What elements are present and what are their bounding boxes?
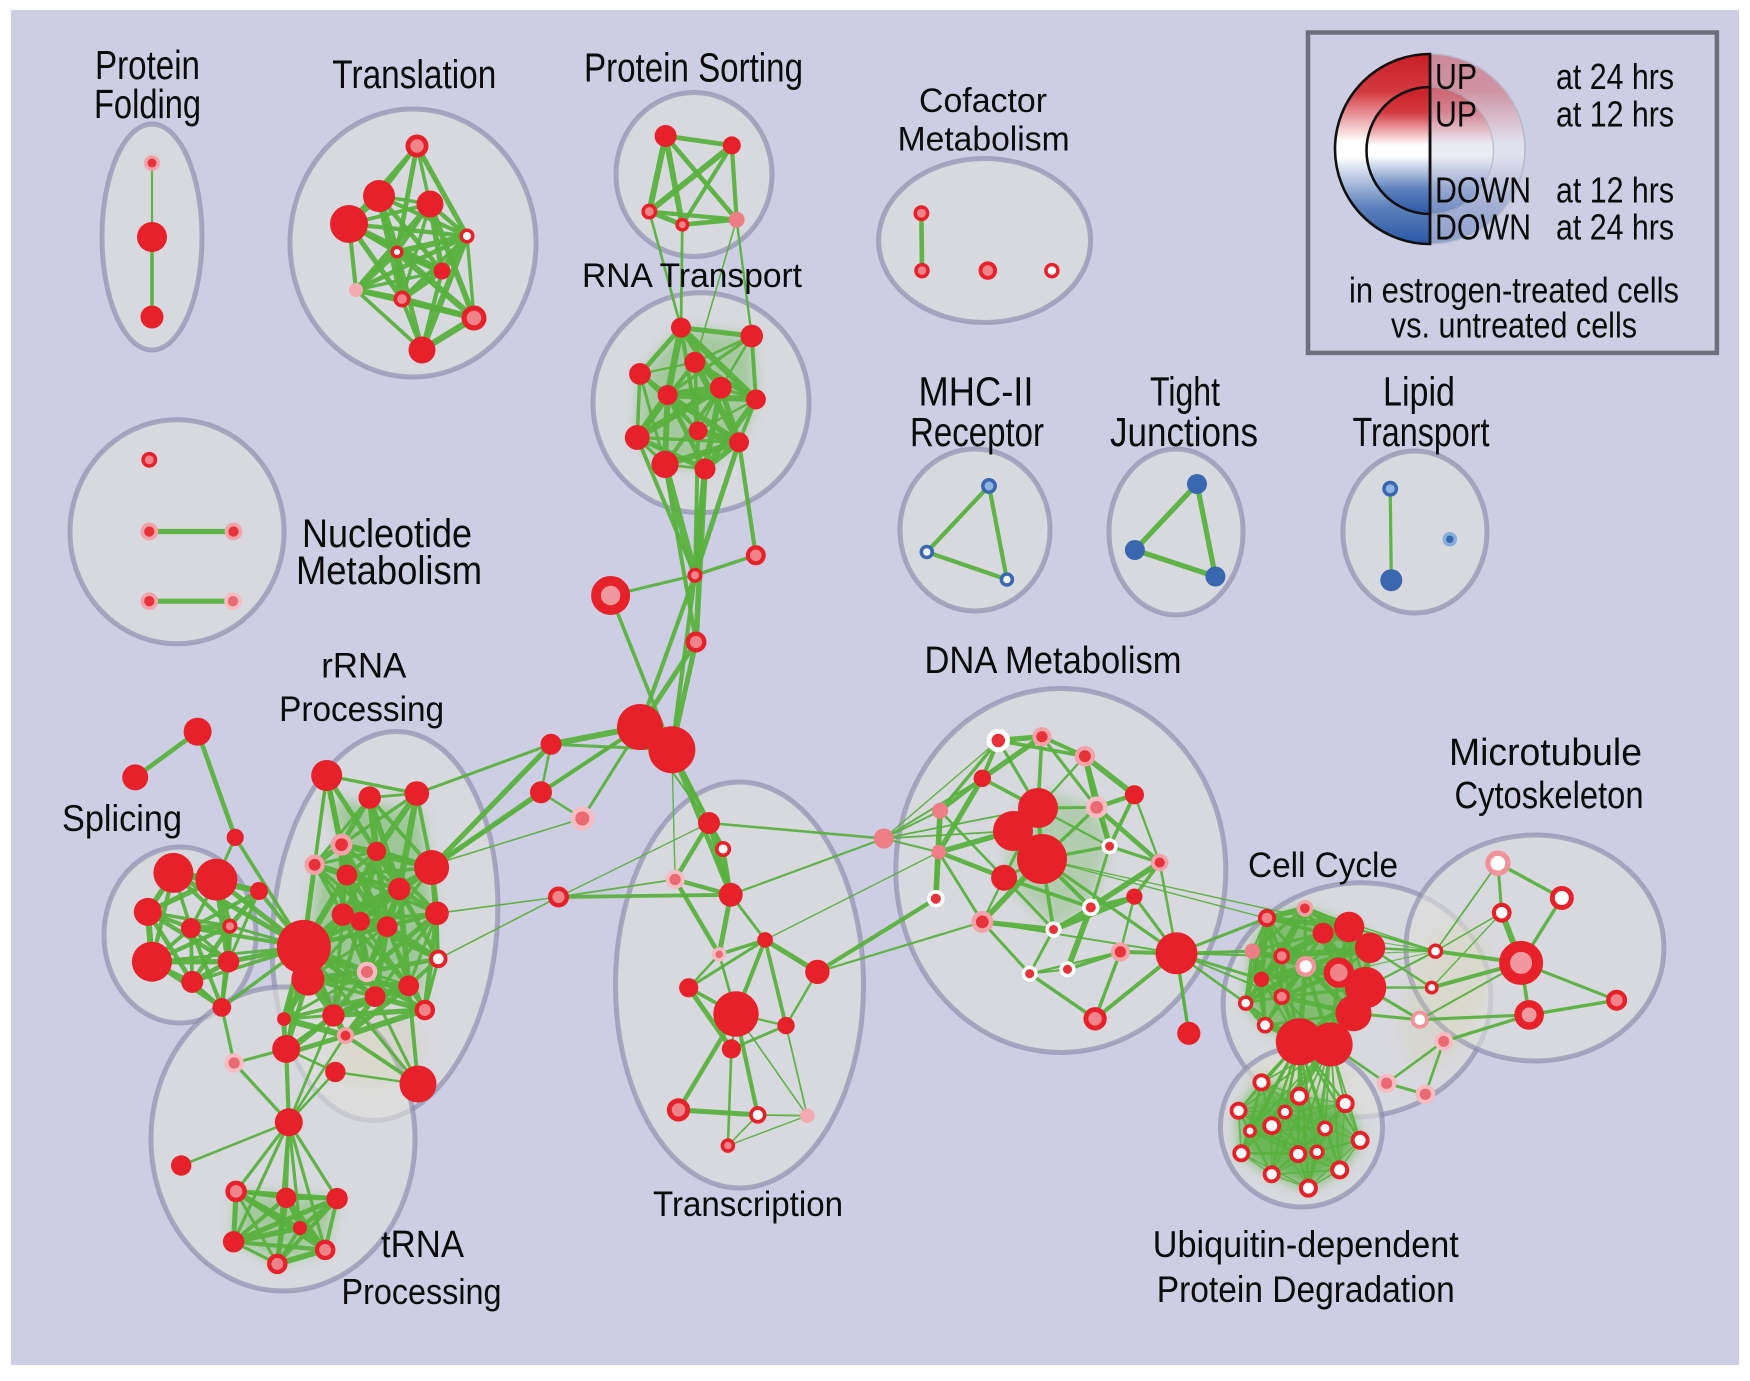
svg-text:vs. untreated cells: vs. untreated cells xyxy=(1391,304,1637,345)
svg-text:rRNA: rRNA xyxy=(321,646,407,685)
svg-text:Ubiquitin-dependent: Ubiquitin-dependent xyxy=(1153,1224,1460,1265)
svg-text:at 24 hrs: at 24 hrs xyxy=(1556,56,1674,97)
svg-text:MHC-II: MHC-II xyxy=(919,369,1034,415)
svg-text:at 12 hrs: at 12 hrs xyxy=(1556,94,1674,135)
svg-text:UP: UP xyxy=(1435,56,1477,97)
svg-text:Nucleotide: Nucleotide xyxy=(302,512,472,556)
svg-text:Protein: Protein xyxy=(95,42,200,88)
svg-text:Lipid: Lipid xyxy=(1383,369,1455,415)
svg-text:Junctions: Junctions xyxy=(1110,409,1258,455)
svg-text:Splicing: Splicing xyxy=(62,798,182,839)
svg-text:Cell Cycle: Cell Cycle xyxy=(1248,846,1398,885)
svg-text:Protein Sorting: Protein Sorting xyxy=(584,45,803,91)
svg-text:DOWN: DOWN xyxy=(1435,207,1531,248)
svg-text:Tight: Tight xyxy=(1150,369,1220,415)
svg-text:Processing: Processing xyxy=(342,1271,502,1312)
svg-text:RNA Transport: RNA Transport xyxy=(582,257,803,295)
svg-text:in estrogen-treated cells: in estrogen-treated cells xyxy=(1349,270,1679,311)
svg-text:Receptor: Receptor xyxy=(910,409,1044,455)
svg-text:Translation: Translation xyxy=(332,53,496,97)
svg-text:Processing: Processing xyxy=(279,690,444,729)
svg-text:at 24 hrs: at 24 hrs xyxy=(1556,207,1674,248)
svg-text:Metabolism: Metabolism xyxy=(898,121,1070,159)
svg-text:Metabolism: Metabolism xyxy=(296,549,482,593)
svg-text:Cytoskeleton: Cytoskeleton xyxy=(1455,775,1644,817)
svg-text:at 12 hrs: at 12 hrs xyxy=(1556,169,1674,210)
svg-text:Protein Degradation: Protein Degradation xyxy=(1157,1269,1455,1310)
svg-text:Transport: Transport xyxy=(1353,409,1490,455)
svg-text:Transcription: Transcription xyxy=(653,1185,843,1224)
svg-text:DNA Metabolism: DNA Metabolism xyxy=(925,640,1182,682)
svg-text:UP: UP xyxy=(1435,94,1477,135)
svg-text:tRNA: tRNA xyxy=(381,1224,465,1266)
svg-text:Microtubule: Microtubule xyxy=(1449,732,1642,774)
svg-text:Cofactor: Cofactor xyxy=(919,82,1047,120)
svg-text:DOWN: DOWN xyxy=(1435,169,1531,210)
svg-text:Folding: Folding xyxy=(94,81,201,127)
